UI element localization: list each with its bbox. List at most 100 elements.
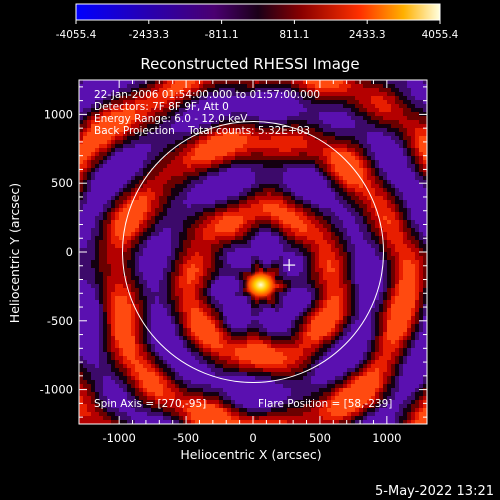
heatmap-cell xyxy=(387,284,391,288)
heatmap-cell xyxy=(251,304,255,308)
heatmap-cell xyxy=(411,208,415,212)
heatmap-cell xyxy=(263,172,267,176)
heatmap-cell xyxy=(335,140,339,144)
heatmap-cell xyxy=(243,200,247,204)
heatmap-cell xyxy=(311,104,315,108)
heatmap-cell xyxy=(323,244,327,248)
heatmap-cell xyxy=(395,104,399,108)
heatmap-cell xyxy=(367,168,371,172)
heatmap-cell xyxy=(103,152,107,156)
heatmap-cell xyxy=(287,144,291,148)
heatmap-cell xyxy=(147,112,151,116)
heatmap-cell xyxy=(267,252,271,256)
heatmap-cell xyxy=(311,216,315,220)
heatmap-cell xyxy=(147,200,151,204)
heatmap-cell xyxy=(123,184,127,188)
heatmap-cell xyxy=(323,208,327,212)
heatmap-cell xyxy=(79,240,83,244)
heatmap-cell xyxy=(151,300,155,304)
heatmap-cell xyxy=(191,188,195,192)
heatmap-cell xyxy=(299,124,303,128)
heatmap-cell xyxy=(347,264,351,268)
heatmap-cell xyxy=(231,140,235,144)
heatmap-cell xyxy=(291,276,295,280)
heatmap-cell xyxy=(155,120,159,124)
heatmap-cell xyxy=(367,104,371,108)
heatmap-cell xyxy=(291,120,295,124)
heatmap-cell xyxy=(243,196,247,200)
heatmap-cell xyxy=(123,240,127,244)
heatmap-cell xyxy=(291,152,295,156)
heatmap-cell xyxy=(271,124,275,128)
heatmap-cell xyxy=(231,80,235,84)
heatmap-cell xyxy=(191,284,195,288)
heatmap-cell xyxy=(403,92,407,96)
heatmap-cell xyxy=(239,196,243,200)
heatmap-cell xyxy=(363,296,367,300)
heatmap-cell xyxy=(103,216,107,220)
heatmap-cell xyxy=(283,180,287,184)
heatmap-cell xyxy=(179,92,183,96)
heatmap-cell xyxy=(295,140,299,144)
heatmap-cell xyxy=(151,268,155,272)
heatmap-cell xyxy=(299,220,303,224)
heatmap-cell xyxy=(391,164,395,168)
heatmap-cell xyxy=(267,112,271,116)
heatmap-cell xyxy=(383,220,387,224)
heatmap-cell xyxy=(283,252,287,256)
heatmap-cell xyxy=(231,180,235,184)
heatmap-cell xyxy=(87,280,91,284)
heatmap-cell xyxy=(139,244,143,248)
heatmap-cell xyxy=(395,196,399,200)
heatmap-cell xyxy=(99,84,103,88)
heatmap-cell xyxy=(391,184,395,188)
heatmap-cell xyxy=(111,180,115,184)
heatmap-cell xyxy=(211,96,215,100)
heatmap-cell xyxy=(187,176,191,180)
heatmap-cell xyxy=(143,112,147,116)
heatmap-cell xyxy=(275,264,279,268)
heatmap-cell xyxy=(387,192,391,196)
heatmap-cell xyxy=(95,156,99,160)
heatmap-cell xyxy=(239,276,243,280)
heatmap-cell xyxy=(339,104,343,108)
heatmap-cell xyxy=(299,116,303,120)
heatmap-cell xyxy=(399,264,403,268)
heatmap-cell xyxy=(79,128,83,132)
heatmap-cell xyxy=(79,160,83,164)
heatmap-cell xyxy=(119,228,123,232)
heatmap-cell xyxy=(347,296,351,300)
heatmap-cell xyxy=(339,284,343,288)
heatmap-cell xyxy=(111,292,115,296)
heatmap-cell xyxy=(203,300,207,304)
heatmap-cell xyxy=(355,216,359,220)
heatmap-cell xyxy=(199,280,203,284)
heatmap-cell xyxy=(231,128,235,132)
heatmap-cell xyxy=(167,80,171,84)
heatmap-cell xyxy=(111,228,115,232)
heatmap-cell xyxy=(311,108,315,112)
heatmap-cell xyxy=(423,164,427,168)
heatmap-cell xyxy=(407,80,411,84)
heatmap-cell xyxy=(167,120,171,124)
heatmap-cell xyxy=(143,100,147,104)
heatmap-cell xyxy=(399,88,403,92)
heatmap-cell xyxy=(315,124,319,128)
heatmap-cell xyxy=(395,140,399,144)
heatmap-cell xyxy=(359,108,363,112)
heatmap-cell xyxy=(195,120,199,124)
heatmap-cell xyxy=(311,172,315,176)
heatmap-cell xyxy=(131,248,135,252)
heatmap-cell xyxy=(83,120,87,124)
heatmap-cell xyxy=(135,112,139,116)
heatmap-cell xyxy=(215,92,219,96)
heatmap-cell xyxy=(159,232,163,236)
heatmap-cell xyxy=(291,216,295,220)
heatmap-cell xyxy=(403,160,407,164)
heatmap-cell xyxy=(215,84,219,88)
heatmap-cell xyxy=(99,88,103,92)
heatmap-cell xyxy=(159,100,163,104)
heatmap-cell xyxy=(239,84,243,88)
heatmap-cell xyxy=(91,280,95,284)
heatmap-cell xyxy=(287,220,291,224)
